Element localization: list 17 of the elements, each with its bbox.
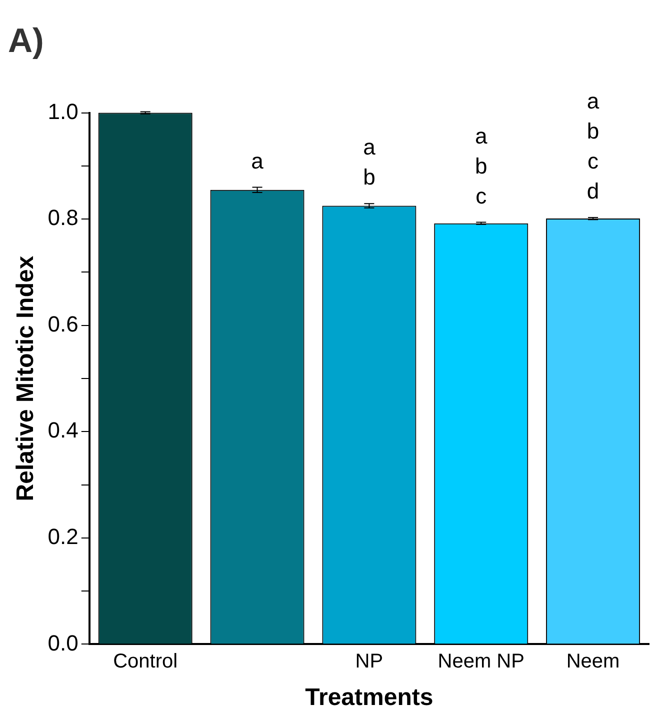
y-tick-label: 1.0 <box>48 98 78 124</box>
y-tick-label: 0.8 <box>48 205 78 230</box>
y-tick-label: 0.2 <box>48 524 78 549</box>
y-axis-title: Relative Mitotic Index <box>12 255 40 502</box>
x-tick-label: NP <box>355 650 384 673</box>
y-tick-label: 0.0 <box>48 630 78 656</box>
annotation: a b <box>363 134 376 190</box>
annotation: a b c <box>474 123 488 208</box>
chart-title: A) <box>8 22 44 60</box>
x-axis-title: Treatments <box>305 684 434 712</box>
annotation: a <box>251 148 264 174</box>
y-tick-label: 0.4 <box>48 418 78 443</box>
x-tick-label: Neem NP <box>438 650 524 673</box>
y-tick-label: 0.6 <box>48 311 78 336</box>
x-tick-label: Neem <box>566 650 620 673</box>
x-tick-label: Control <box>113 650 178 673</box>
annotation: a b c d <box>586 88 600 204</box>
